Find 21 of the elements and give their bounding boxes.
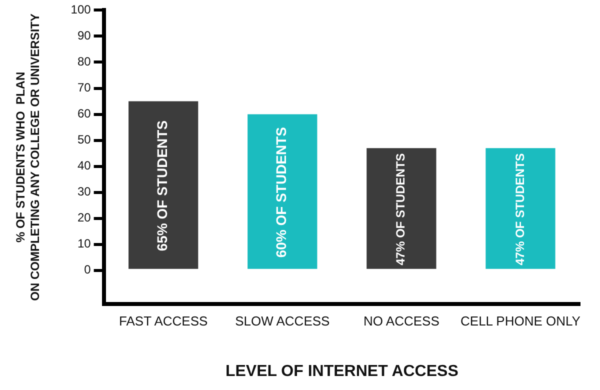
y-tick-label: 70 (77, 80, 92, 95)
x-tick-label: CELL PHONE ONLY (460, 314, 581, 329)
data-label: 60% OF STUDENTS (273, 126, 290, 258)
y-tick-label: 60 (77, 106, 92, 121)
data-label: 47% OF STUDENTS (512, 153, 527, 266)
x-tick-label: NO ACCESS (364, 314, 440, 329)
y-tick-label: 100 (70, 2, 92, 17)
y-tick-label: 50 (77, 132, 92, 147)
y-tick-label: 10 (77, 236, 92, 251)
y-tick-label: 20 (77, 210, 92, 225)
y-tick-label: 80 (77, 54, 92, 69)
y-tick-label: 40 (77, 158, 92, 173)
y-tick-label: 30 (77, 184, 92, 199)
x-axis-title: LEVEL OF INTERNET ACCESS (225, 362, 459, 380)
data-label: 47% OF STUDENTS (394, 153, 408, 266)
y-tick-label: 90 (77, 28, 92, 43)
data-label: 65% OF STUDENTS (154, 120, 170, 252)
y-axis-title: % OF STUDENTS WHO PLAN ON COMPLETING ANY COLLEGE OR UNIVERSITY (14, 14, 42, 301)
x-tick-label: SLOW ACCESS (235, 314, 330, 329)
y-tick-label: 0 (84, 262, 92, 277)
x-tick-label: FAST ACCESS (119, 314, 208, 329)
